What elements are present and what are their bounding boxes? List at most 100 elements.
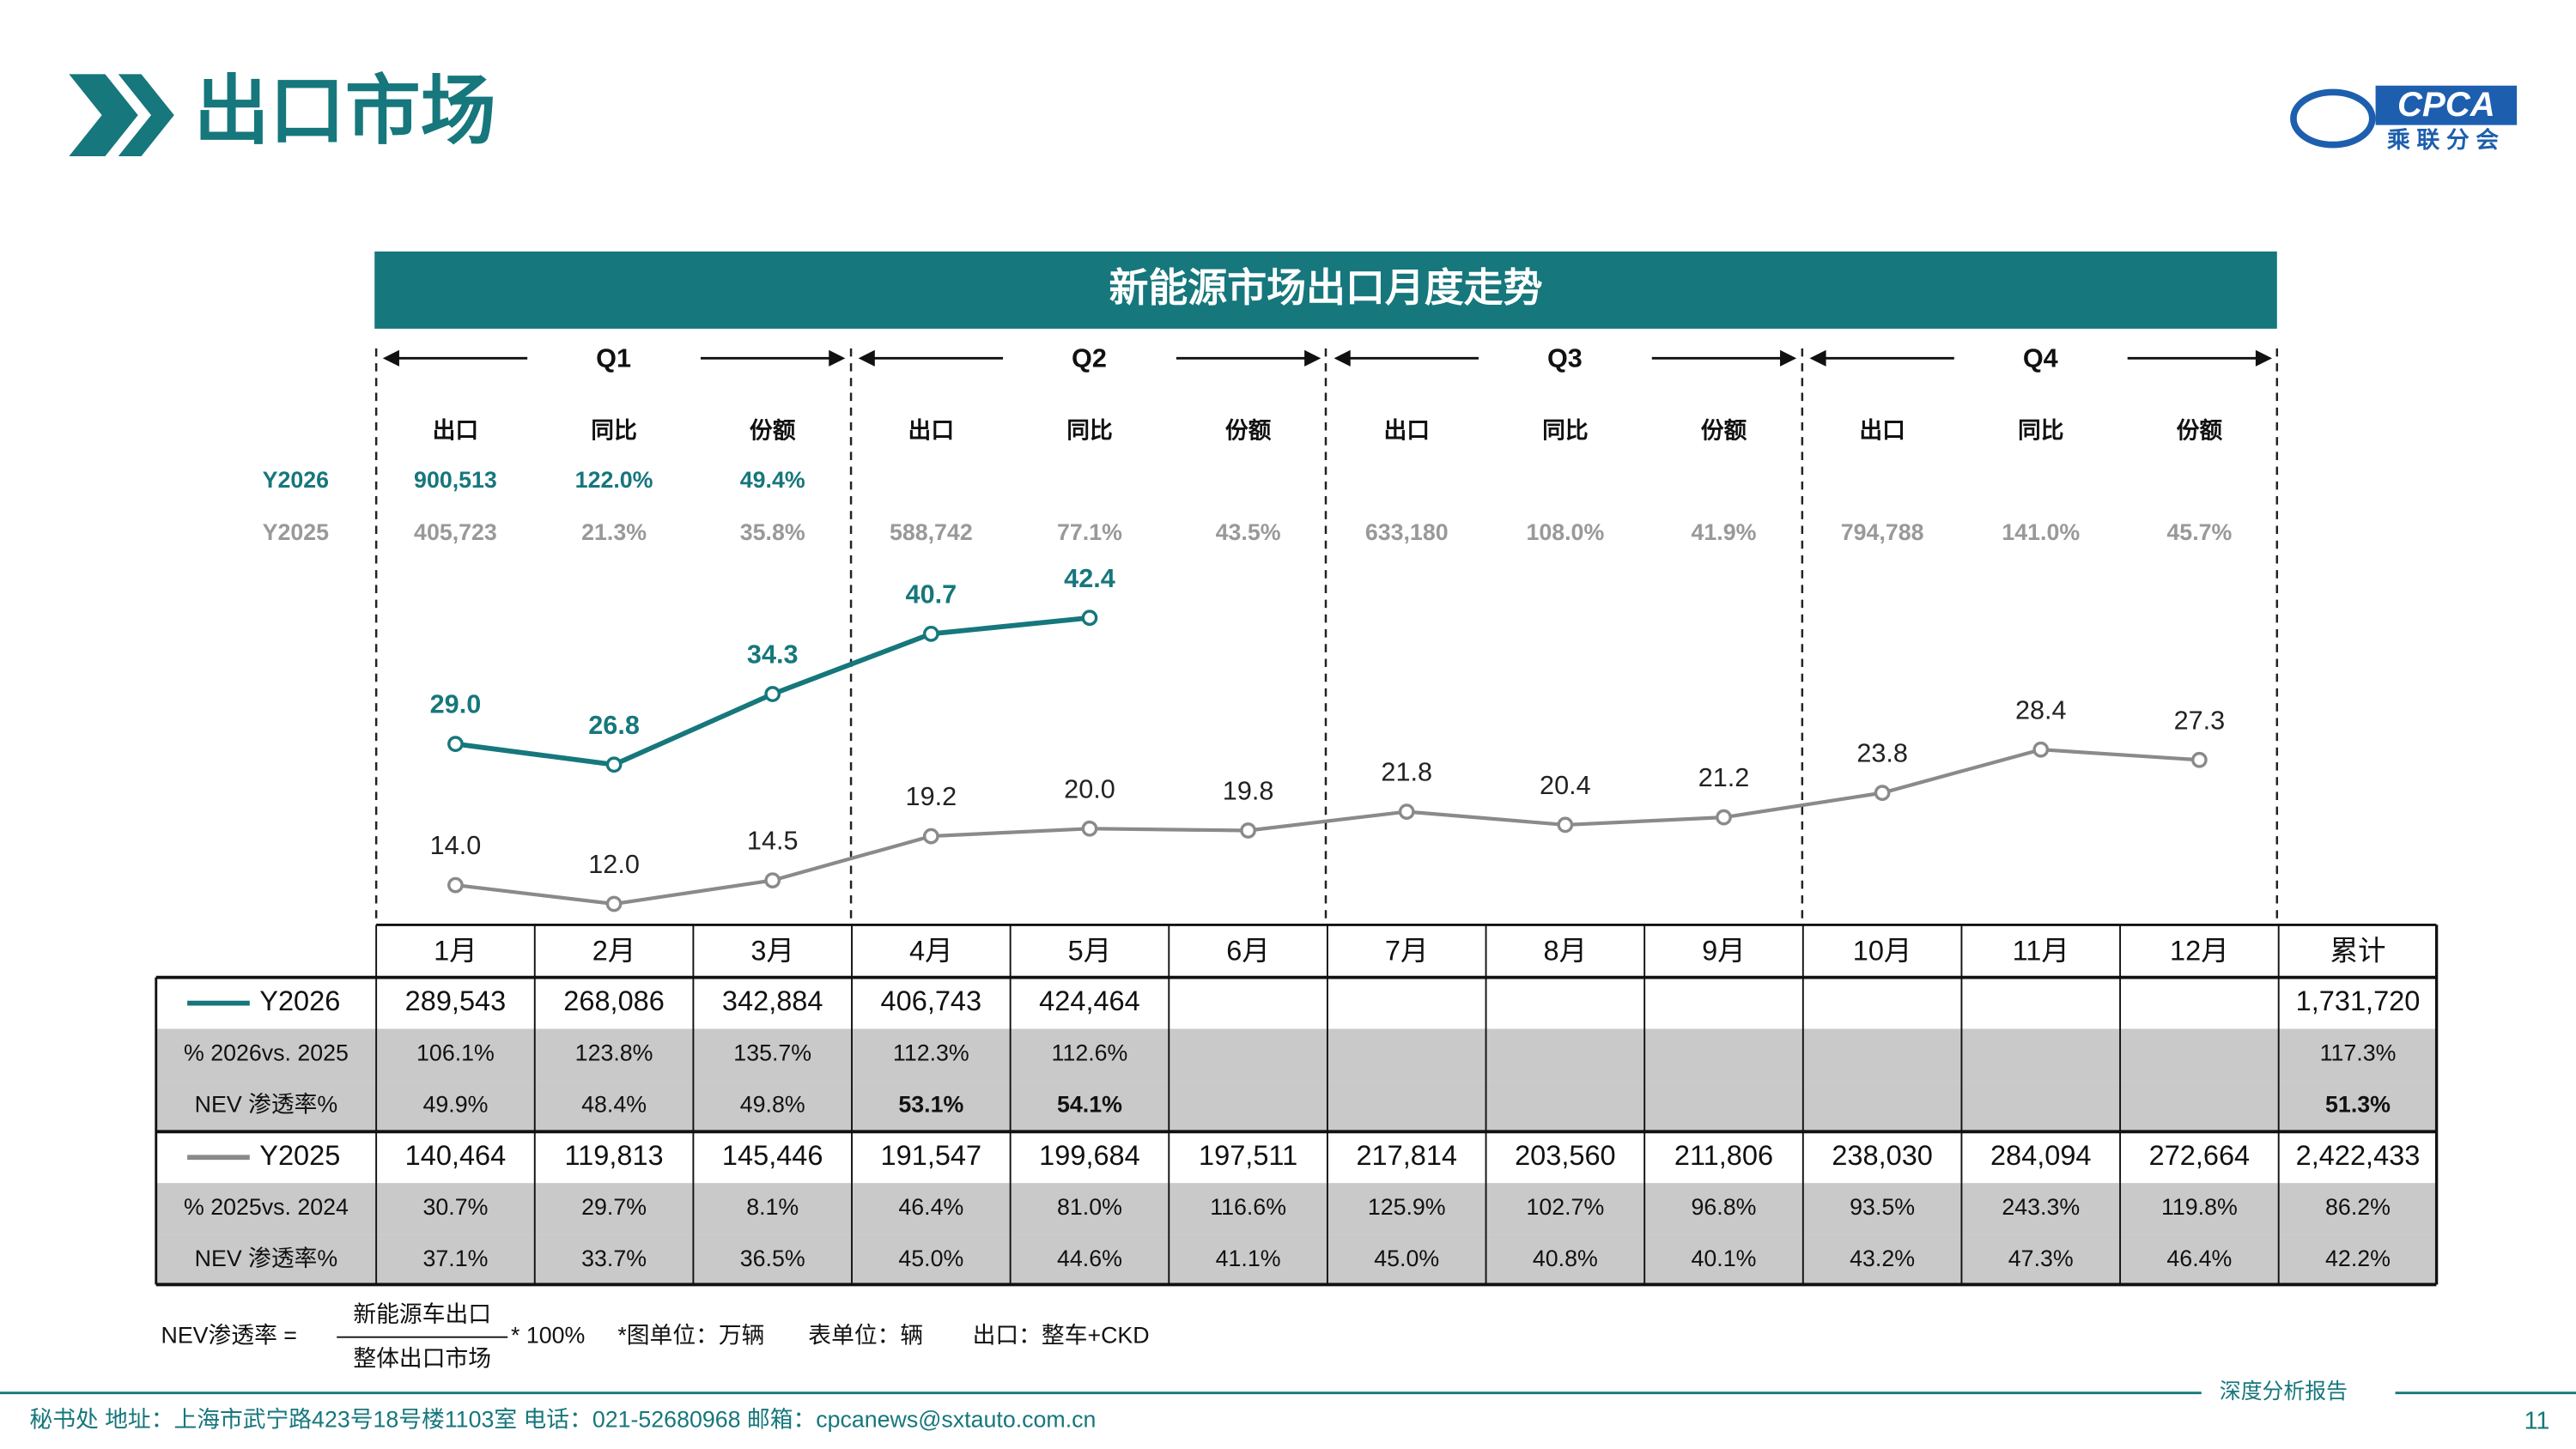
table-cell: 2,422,433 [2296,1140,2421,1171]
table-cell: 424,464 [1039,985,1140,1016]
table-cell: 49.8% [740,1091,805,1117]
data-label: 40.7 [906,579,957,609]
table-cell: 44.6% [1057,1246,1122,1271]
table-cell: 40.1% [1692,1246,1757,1271]
table-cell: 54.1% [1057,1091,1122,1117]
data-point [605,756,623,773]
note: NEV渗透率 = [161,1323,296,1349]
data-point [922,625,939,642]
table-cell: 36.5% [740,1246,805,1271]
row-label: % 2026vs. 2025 [184,1040,349,1066]
table-cell: 29.7% [581,1194,647,1220]
table-cell: 47.3% [2008,1246,2074,1271]
arrowhead [1809,349,1826,367]
table-cell: 112.3% [893,1040,969,1066]
quarter-subheader: 出口 [1383,418,1430,444]
table-cell: 41.1% [1216,1246,1281,1271]
table-cell: 125.9% [1368,1194,1446,1220]
data-point [605,895,623,912]
table-cell: 116.6% [1210,1194,1286,1220]
column-header: 8月 [1544,936,1588,967]
data-point [1716,809,1732,826]
quarter-subheader: 同比 [1542,418,1589,444]
report-tag: 深度分析报告 [2220,1379,2348,1404]
table-cell: 342,884 [722,985,823,1016]
quarter-value: 21.3% [581,519,647,545]
data-label: 26.8 [588,711,640,740]
arrowhead [1780,349,1797,367]
table-cell: 268,086 [563,985,665,1016]
table-cell: 8.1% [746,1194,799,1220]
data-label: 29.0 [430,690,482,719]
data-label: 34.3 [747,640,799,670]
quarter-value: 43.5% [1216,519,1281,545]
quarter-label: Q3 [1547,343,1583,373]
column-header: 11月 [2013,936,2069,967]
banner [374,251,2277,329]
quarter-value: 108.0% [1526,519,1604,545]
data-label: 14.0 [430,831,482,860]
arrowhead [382,349,399,367]
table-cell: 272,664 [2149,1140,2251,1171]
quarter-label: Q4 [2023,343,2058,373]
column-header: 9月 [1702,936,1746,967]
quarter-value: 41.9% [1692,519,1757,545]
column-header: 7月 [1385,936,1429,967]
table-cell: 37.1% [422,1246,488,1271]
table-cell: 145,446 [722,1140,823,1171]
quarter-value: 45.7% [2166,519,2232,545]
table-cell: 197,511 [1199,1140,1297,1171]
quarter-value: 122.0% [575,467,653,493]
table-cell: 199,684 [1039,1140,1140,1171]
table-cell: 46.4% [898,1194,963,1220]
arrowhead [858,349,875,367]
quarter-label: Q2 [1072,343,1107,373]
data-point [1081,820,1098,837]
table-cell: 191,547 [881,1140,982,1171]
logo-text: CPCA [2397,85,2495,124]
data-label: 20.4 [1540,771,1591,800]
table-cell: 1,731,720 [2296,985,2421,1016]
row-label: Y2025 [259,1140,340,1171]
row-label: NEV 渗透率% [195,1091,338,1117]
column-header: 12月 [2170,936,2229,967]
quarter-value: 35.8% [740,519,805,545]
data-label: 20.0 [1064,774,1115,803]
data-label: 28.4 [2015,695,2067,724]
note: *图单位：万辆 [617,1323,764,1349]
data-label: 19.8 [1223,777,1274,806]
table-cell: 53.1% [898,1091,963,1117]
table-cell: 117.3% [2320,1040,2397,1066]
quarter-subheader: 同比 [591,418,637,444]
data-point [1557,816,1574,834]
data-point [764,872,781,888]
quarter-row-label: Y2026 [263,467,329,493]
table-cell: 406,743 [881,985,982,1016]
arrowhead [2255,349,2273,367]
quarter-subheader: 份额 [1701,418,1747,444]
data-label: 19.2 [906,782,957,811]
series-line [455,748,2200,906]
note: 整体出口市场 [353,1346,491,1372]
table-cell: 45.0% [898,1246,963,1271]
table-cell: 119,813 [565,1140,664,1171]
table-cell: 49.9% [422,1091,488,1117]
footer-address: 秘书处 地址：上海市武宁路423号18号楼1103室 电话：021-526809… [29,1406,1096,1432]
row-label: Y2026 [259,985,340,1016]
row-shade [155,1028,2437,1081]
data-point [1398,803,1415,820]
column-header: 累计 [2330,936,2385,967]
data-label: 23.8 [1856,739,1908,768]
column-header: 3月 [750,936,794,967]
arrowhead [1304,349,1321,367]
data-point [764,686,781,702]
table-cell: 51.3% [2325,1091,2391,1117]
data-point [922,828,939,845]
quarter-subheader: 同比 [1066,418,1113,444]
row-label: % 2025vs. 2024 [184,1194,349,1220]
logo-subtext: 乘联分会 [2387,127,2506,153]
data-point [2191,751,2208,768]
table-cell: 243.3% [2002,1194,2080,1220]
note: 出口：整车+CKD [973,1323,1150,1349]
